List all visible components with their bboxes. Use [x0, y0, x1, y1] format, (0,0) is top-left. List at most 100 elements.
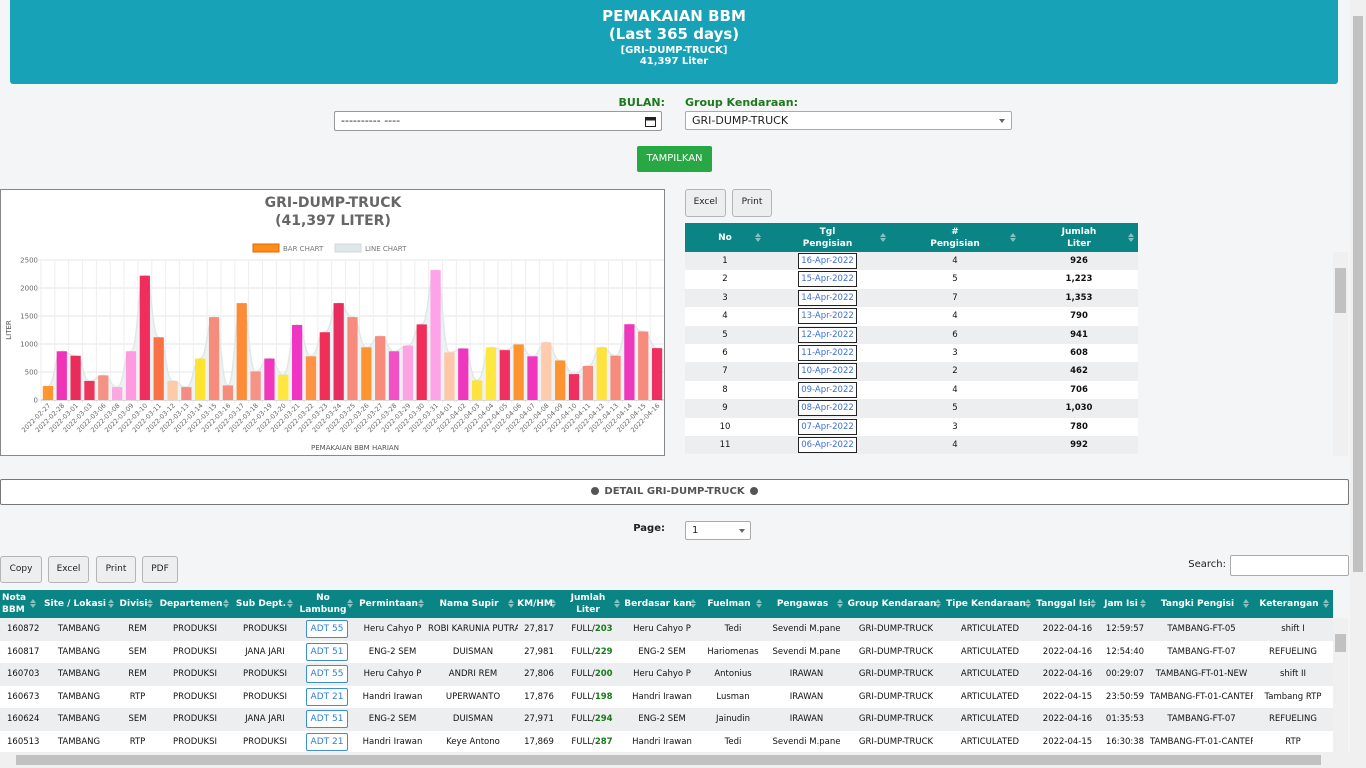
- sort-icon: [1322, 599, 1329, 608]
- table-cell: JANA JARI: [245, 646, 285, 657]
- bar: [596, 347, 607, 400]
- bar: [638, 331, 649, 400]
- bar: [430, 270, 441, 400]
- submit-button[interactable]: TAMPILKAN: [637, 146, 712, 172]
- table-cell: ADT 21: [297, 686, 357, 709]
- legend-swatch: [252, 243, 280, 253]
- table-cell: 12:59:57: [1105, 624, 1145, 634]
- table-cell: 160703: [7, 669, 40, 680]
- date-link[interactable]: 15-Apr-2022: [798, 271, 857, 288]
- lambung-link[interactable]: ADT 21: [305, 687, 349, 706]
- table-cell: 1,353: [1065, 292, 1093, 303]
- summary-scrollbar: [1333, 252, 1348, 456]
- date-link[interactable]: 06-Apr-2022: [798, 437, 857, 453]
- detail-toggle[interactable]: DETAIL GRI-DUMP-TRUCK: [0, 479, 1349, 505]
- table-cell: 10: [719, 421, 731, 432]
- toolbar-button[interactable]: Copy: [0, 556, 42, 583]
- table-cell: REM: [128, 669, 147, 680]
- detail-table: Nota BBM Site / Lokasi Divisi Departemen Sub…: [0, 590, 1333, 752]
- table-cell: PRODUKSI: [243, 624, 287, 634]
- table-cell: Sevendi M.pane: [772, 646, 841, 657]
- table-cell: PRODUKSI: [173, 624, 217, 634]
- table-cell: Antonius: [714, 669, 752, 680]
- lambung-link[interactable]: ADT 51: [305, 710, 349, 729]
- table-cell: 9: [722, 403, 728, 414]
- bulan-value: ---------- ----: [341, 114, 401, 127]
- table-cell: Jainudin: [716, 714, 750, 725]
- table-cell: 608: [1070, 348, 1088, 358]
- sort-icon: [1009, 232, 1016, 242]
- column-header: Fuelman: [700, 590, 766, 618]
- header-title: PEMAKAIAN BBM: [602, 7, 746, 25]
- date-link[interactable]: 14-Apr-2022: [798, 289, 857, 306]
- table-cell: 11-Apr-2022: [765, 344, 890, 362]
- sort-icon: [836, 599, 843, 608]
- bar: [333, 303, 344, 400]
- date-link[interactable]: 13-Apr-2022: [798, 308, 857, 325]
- lambung-link[interactable]: ADT 21: [305, 733, 349, 751]
- table-cell: 4: [722, 311, 728, 322]
- header: PEMAKAIAN BBM (Last 365 days) [GRI-DUMP-…: [10, 0, 1338, 84]
- table-cell: ENG-2 SEM: [368, 714, 417, 725]
- lambung-link[interactable]: ADT 55: [305, 665, 349, 684]
- table-cell: GRI-DUMP-TRUCK: [858, 737, 934, 747]
- button-label: Excel: [48, 556, 89, 583]
- bar: [388, 351, 400, 400]
- bulan-input[interactable]: ---------- ----: [334, 111, 662, 131]
- header-group: [GRI-DUMP-TRUCK]: [620, 45, 728, 56]
- table-cell: 160872: [7, 624, 40, 634]
- lambung-link[interactable]: ADT 51: [305, 642, 349, 661]
- excel-button[interactable]: Excel: [685, 189, 726, 217]
- table-cell: 4: [952, 256, 958, 266]
- date-link[interactable]: 08-Apr-2022: [798, 400, 857, 417]
- date-link[interactable]: 07-Apr-2022: [798, 418, 857, 435]
- bar: [236, 303, 247, 400]
- date-link[interactable]: 12-Apr-2022: [798, 326, 857, 343]
- table-cell: Tambang RTP: [1264, 691, 1322, 702]
- lambung-link[interactable]: ADT 55: [305, 620, 349, 638]
- table-cell: 1: [722, 256, 728, 266]
- toolbar-button[interactable]: Print: [96, 556, 136, 583]
- table-cell: 3: [722, 292, 728, 303]
- date-link[interactable]: 09-Apr-2022: [798, 381, 857, 398]
- bar: [56, 351, 67, 400]
- print-button[interactable]: Print: [732, 189, 772, 217]
- sort-icon: [754, 232, 761, 242]
- table-cell: Keye Antono: [446, 737, 500, 747]
- table-cell: 2022-04-15: [1042, 691, 1093, 702]
- select-arrow: [739, 529, 745, 533]
- bar: [555, 360, 566, 400]
- bar: [319, 332, 330, 400]
- group-select[interactable]: GRI-DUMP-TRUCK: [685, 111, 1012, 130]
- table-cell: ANDRI REM: [448, 669, 498, 680]
- bar: [624, 324, 635, 400]
- sort-icon: [1139, 599, 1146, 608]
- search-input[interactable]: [1230, 555, 1349, 576]
- fill-mode: FULL/: [571, 646, 595, 657]
- toolbar-button[interactable]: PDF: [142, 556, 178, 583]
- table-cell: ROBI KARUNIA PUTRA: [428, 624, 518, 634]
- bar: [167, 380, 178, 400]
- date-link[interactable]: 10-Apr-2022: [798, 363, 857, 380]
- table-cell: FULL/200: [560, 663, 624, 686]
- y-axis-label: LITER: [5, 320, 13, 340]
- table-cell: 941: [1070, 329, 1088, 340]
- table-cell: ARTICULATED: [960, 691, 1020, 702]
- bar: [458, 348, 469, 400]
- table-cell: ENG-2 SEM: [638, 714, 686, 725]
- y-tick-label: 1500: [20, 313, 38, 321]
- toolbar-button[interactable]: Excel: [48, 556, 89, 583]
- table-cell: Sevendi M.pane: [772, 624, 841, 634]
- sort-icon: [613, 599, 620, 608]
- table-cell: 2: [722, 274, 728, 285]
- column-header: KM/HM: [517, 590, 560, 618]
- sort-icon: [1242, 599, 1249, 608]
- table-cell: 16-Apr-2022: [765, 252, 890, 270]
- page-value: 1: [692, 525, 699, 536]
- page-select[interactable]: 1: [685, 521, 751, 540]
- date-link[interactable]: 16-Apr-2022: [798, 253, 857, 269]
- search-label: Search:: [1188, 559, 1226, 570]
- date-link[interactable]: 11-Apr-2022: [798, 345, 857, 361]
- table-cell: TAMBANG: [57, 691, 101, 702]
- scroll-thumb: [1353, 16, 1363, 572]
